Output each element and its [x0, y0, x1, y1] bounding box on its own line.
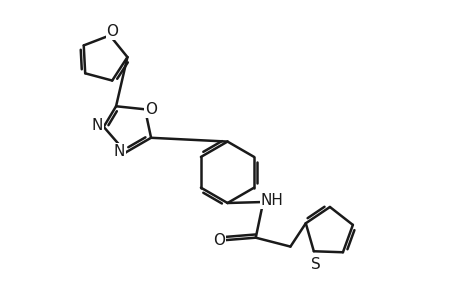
Text: N: N — [113, 144, 125, 159]
Text: S: S — [311, 257, 320, 272]
Text: NH: NH — [260, 193, 283, 208]
Text: N: N — [91, 118, 103, 134]
Text: O: O — [106, 24, 118, 39]
Text: O: O — [213, 233, 224, 248]
Text: O: O — [145, 102, 157, 117]
